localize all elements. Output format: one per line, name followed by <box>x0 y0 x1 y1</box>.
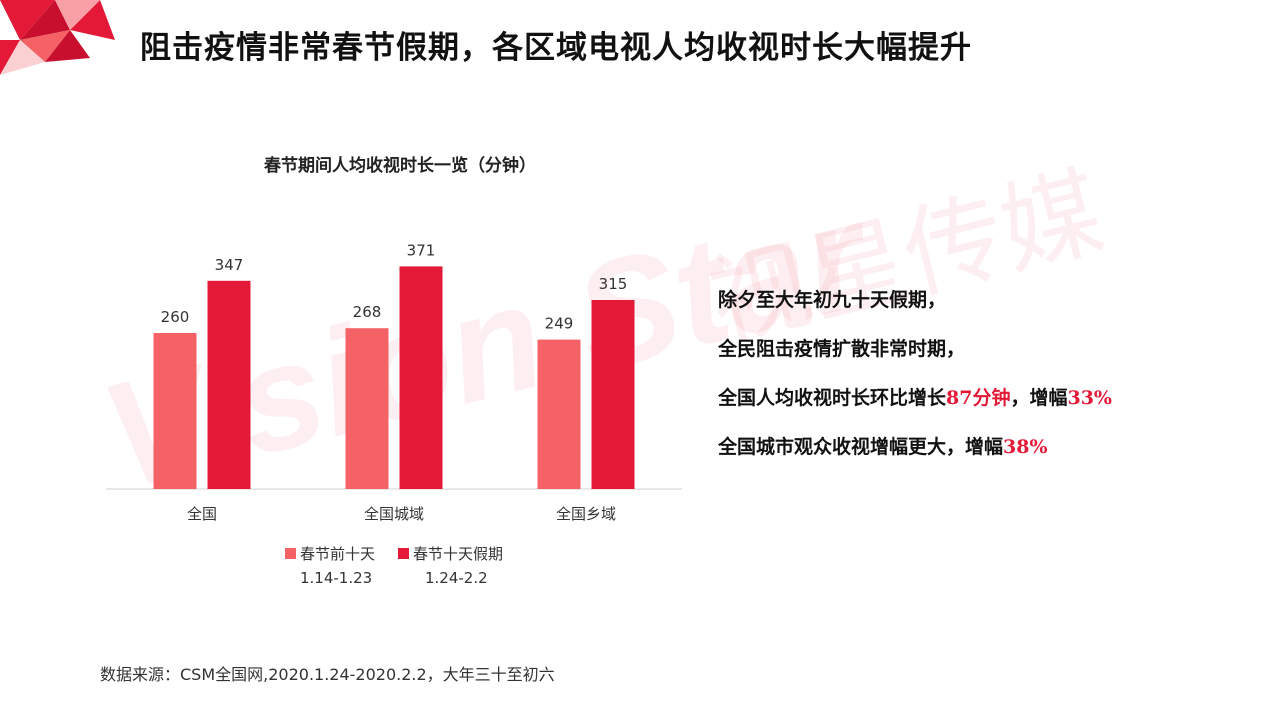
legend-label-before: 春节前十天 <box>300 545 376 563</box>
category-label-2: 全国乡域 <box>556 505 616 523</box>
data-label-holiday-0: 347 <box>215 256 244 274</box>
bar-before-1 <box>345 328 389 489</box>
bar-before-2 <box>537 339 581 489</box>
bar-chart: 260 347 全国 268 371 全国城域 249 315 全国乡域 <box>106 241 682 523</box>
data-label-holiday-2: 315 <box>599 275 628 293</box>
highlight-minutes: 87分钟 <box>946 387 1011 409</box>
description-line-3a: 全国人均收视时长环比增长 <box>718 387 947 409</box>
bar-holiday-0 <box>207 280 251 489</box>
highlight-percent-national: 33% <box>1067 387 1112 409</box>
highlight-percent-urban: 38% <box>1003 436 1048 458</box>
legend-period-holiday: 1.24-2.2 <box>425 569 488 587</box>
legend-swatch-before <box>285 548 296 559</box>
legend-period-before: 1.14-1.23 <box>300 569 373 587</box>
description-line-4: 全国城市观众收视增幅更大，增幅38% <box>718 431 1112 480</box>
description-line-4a: 全国城市观众收视增幅更大，增幅 <box>718 436 1004 458</box>
category-label-1: 全国城域 <box>364 505 424 523</box>
description-panel: 除夕至大年初九十天假期， 全民阻击疫情扩散非常时期， 全国人均收视时长环比增长8… <box>718 284 1112 480</box>
description-line-1: 除夕至大年初九十天假期， <box>718 289 947 311</box>
data-label-before-0: 260 <box>161 308 190 326</box>
data-label-before-1: 268 <box>353 303 382 321</box>
page-title: 阻击疫情非常春节假期，各区域电视人均收视时长大幅提升 <box>140 30 972 66</box>
bar-before-0 <box>153 333 197 489</box>
legend-item-before: 春节前十天 <box>285 543 375 564</box>
data-source: 数据来源：CSM全国网,2020.1.24-2020.2.2，大年三十至初六 <box>100 665 555 684</box>
chart-title: 春节期间人均收视时长一览（分钟） <box>264 156 536 176</box>
description-line-3: 全国人均收视时长环比增长87分钟，增幅33% <box>718 382 1112 431</box>
description-line-2: 全民阻击疫情扩散非常时期， <box>718 338 966 360</box>
description-line-3c: ，增幅 <box>1010 387 1068 409</box>
bar-holiday-1 <box>399 266 443 489</box>
legend-swatch-holiday <box>398 548 409 559</box>
category-label-0: 全国 <box>187 505 217 523</box>
legend-item-holiday: 春节十天假期 <box>398 543 503 564</box>
bar-holiday-2 <box>591 300 635 489</box>
corner-decoration <box>0 0 115 75</box>
data-label-holiday-1: 371 <box>407 241 436 259</box>
data-label-before-2: 249 <box>545 315 574 333</box>
legend-label-holiday: 春节十天假期 <box>413 545 504 563</box>
